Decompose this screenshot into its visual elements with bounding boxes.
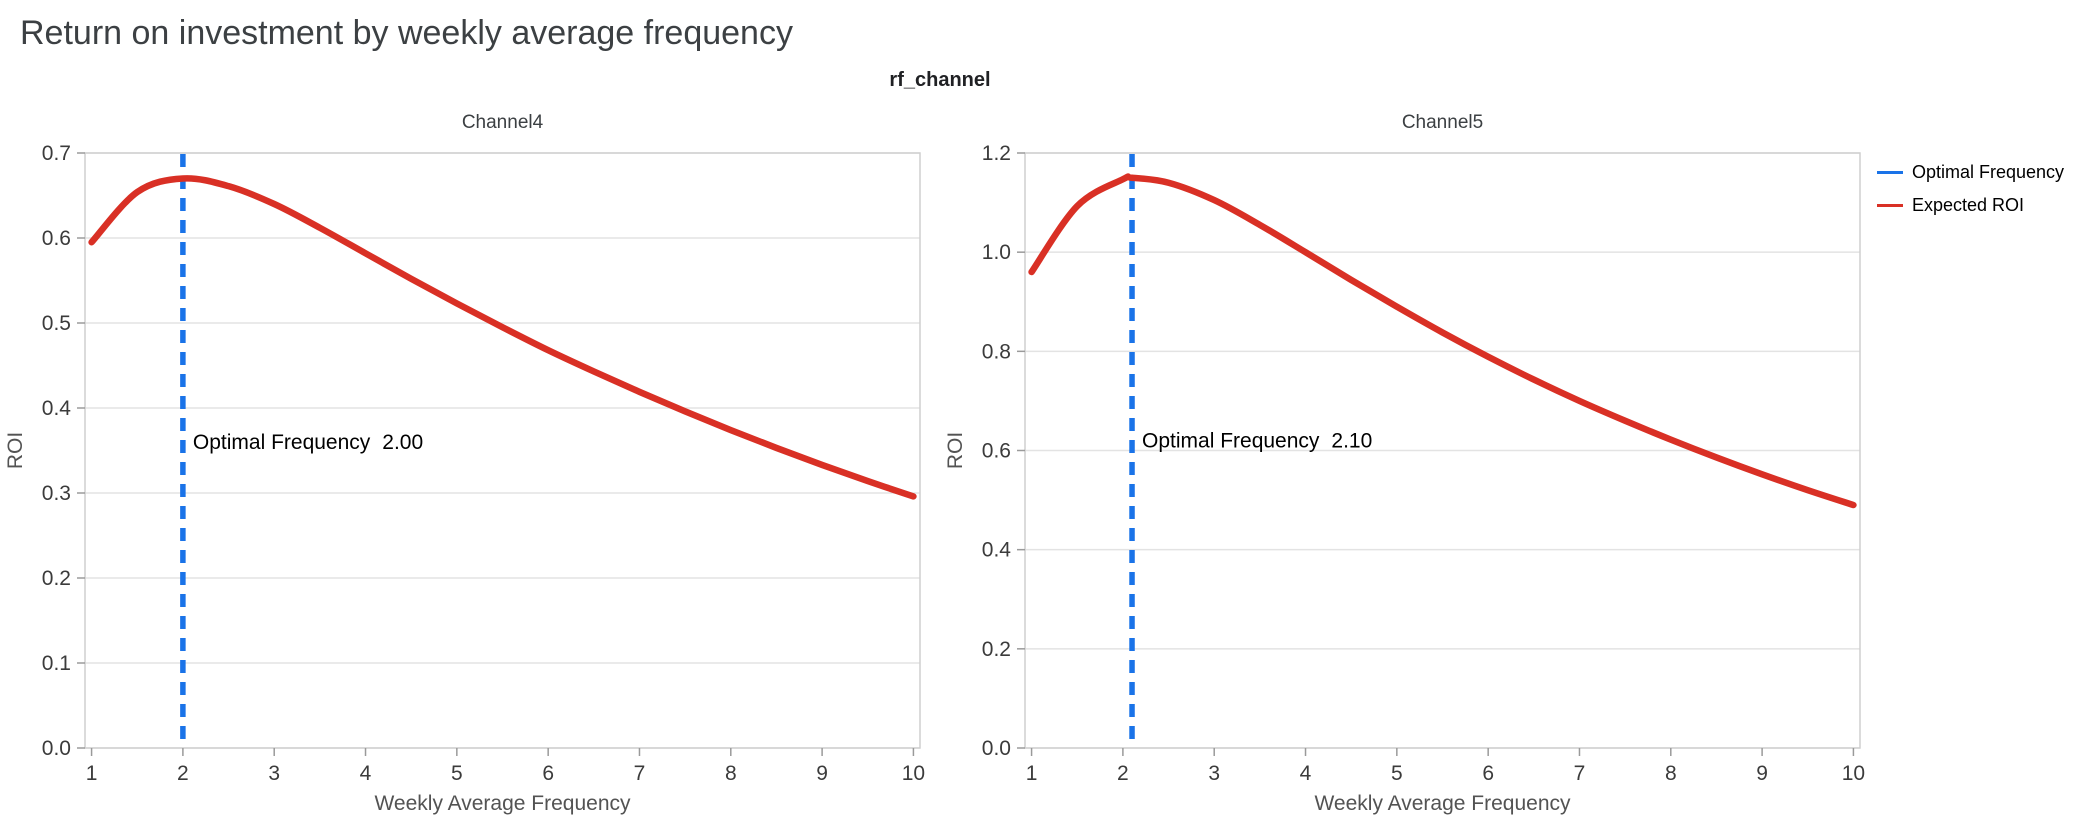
x-tick-label: 4 (1300, 762, 1312, 785)
x-tick-label: 10 (902, 762, 925, 785)
subplot-title: Channel5 (1402, 112, 1483, 133)
legend-item-expected-roi: Expected ROI (1876, 195, 2064, 216)
subplot-channel5: 0.0 0.2 0.4 0.6 0.8 1.0 1.2 1 2 3 4 5 6 7 8 9 10 Optimal … (940, 98, 1880, 818)
facet-title: rf_channel (889, 69, 991, 92)
optimal-frequency-annotation: Optimal Frequency 2.00 (193, 431, 423, 454)
x-tick-label: 8 (725, 762, 737, 785)
y-tick-label: 0.3 (42, 482, 71, 505)
x-tick-label: 6 (1482, 762, 1494, 785)
legend-label-optimal-frequency: Optimal Frequency (1911, 162, 2064, 182)
y-tick-label: 0.8 (982, 340, 1011, 363)
y-tick-label: 0.6 (42, 227, 71, 250)
subplot-title: Channel4 (462, 112, 544, 133)
y-axis-title: ROI (4, 432, 27, 469)
expected-roi-line (88, 175, 917, 500)
y-tick-label: 0.4 (982, 539, 1012, 562)
x-tick-label: 1 (1026, 762, 1038, 785)
legend-label-expected-roi: Expected ROI (1911, 195, 2024, 215)
y-tick-label: 1.0 (982, 241, 1011, 264)
legend-item-optimal-frequency: Optimal Frequency (1876, 162, 2064, 183)
x-tick-label: 3 (1208, 762, 1220, 785)
y-tick-label: 0.2 (982, 638, 1011, 661)
y-tick-label: 0.6 (982, 440, 1011, 463)
x-tick-label: 6 (542, 762, 554, 785)
expected-roi-line (1028, 173, 1857, 509)
page-title: Return on investment by weekly average f… (20, 14, 793, 52)
subplot-channel4: 0.0 0.1 0.2 0.3 0.4 0.5 0.6 0.7 1 2 3 4 5 6 7 8 9 10 Optim… (0, 98, 940, 818)
x-tick-label: 7 (634, 762, 646, 785)
legend-swatch-expected-roi-icon (1876, 204, 1903, 207)
y-tick-label: 0.0 (982, 737, 1011, 760)
x-tick-label: 8 (1665, 762, 1677, 785)
roi-chart-channel4: 0.0 0.1 0.2 0.3 0.4 0.5 0.6 0.7 1 2 3 4 5 6 7 8 9 10 Optim… (4, 112, 925, 815)
x-tick-label: 9 (1756, 762, 1768, 785)
y-tick-label: 1.2 (982, 142, 1011, 165)
y-tick-label: 0.1 (42, 652, 71, 675)
x-axis-title: Weekly Average Frequency (1314, 792, 1571, 815)
y-tick-label: 0.4 (42, 397, 72, 420)
y-tick-label: 0.2 (42, 567, 71, 590)
legend-swatch-optimal-frequency-icon (1876, 171, 1903, 174)
roi-chart-channel5: 0.0 0.2 0.4 0.6 0.8 1.0 1.2 1 2 3 4 5 6 7 8 9 10 Optimal … (944, 112, 1865, 815)
x-tick-label: 5 (451, 762, 463, 785)
plot-frame (84, 152, 921, 749)
x-tick-label: 9 (816, 762, 828, 785)
x-tick-label: 4 (360, 762, 372, 785)
y-tick-label: 0.7 (42, 142, 71, 165)
y-axis-title: ROI (944, 432, 967, 469)
y-tick-label: 0.5 (42, 312, 71, 335)
x-tick-label: 7 (1574, 762, 1586, 785)
charts-row: 0.0 0.1 0.2 0.3 0.4 0.5 0.6 0.7 1 2 3 4 5 6 7 8 9 10 Optim… (0, 98, 2074, 818)
legend: Optimal Frequency Expected ROI (1876, 162, 2064, 228)
x-tick-label: 10 (1842, 762, 1865, 785)
x-tick-label: 5 (1391, 762, 1403, 785)
x-tick-label: 1 (86, 762, 98, 785)
x-tick-label: 2 (177, 762, 189, 785)
optimal-frequency-annotation: Optimal Frequency 2.10 (1142, 430, 1372, 453)
x-tick-label: 2 (1117, 762, 1129, 785)
y-tick-label: 0.0 (42, 737, 71, 760)
x-axis-title: Weekly Average Frequency (374, 792, 631, 815)
x-tick-label: 3 (268, 762, 280, 785)
